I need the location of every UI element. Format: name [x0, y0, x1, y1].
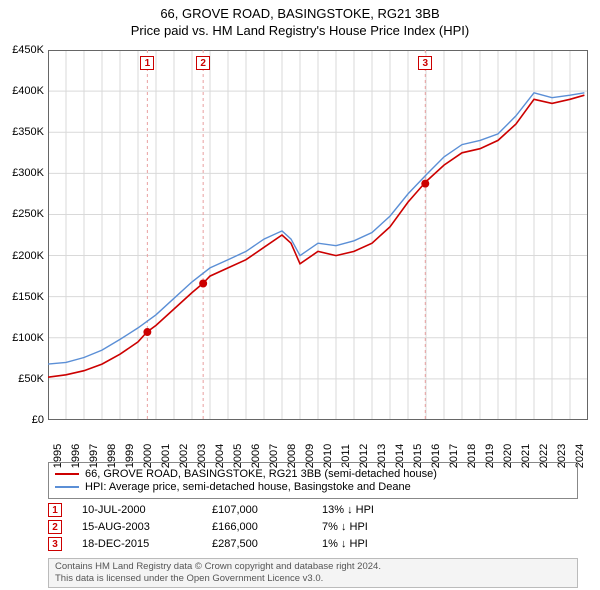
y-tick-label: £350K — [12, 126, 44, 138]
chart-area — [48, 50, 588, 420]
event-row: 3 18-DEC-2015£287,5001% ↓ HPI — [48, 537, 578, 551]
event-price: £287,500 — [212, 538, 322, 550]
title-block: 66, GROVE ROAD, BASINGSTOKE, RG21 3BB Pr… — [0, 0, 600, 38]
footer-attribution: Contains HM Land Registry data © Crown c… — [48, 558, 578, 588]
event-row-marker: 2 — [48, 520, 62, 534]
event-marker-flag: 3 — [418, 56, 432, 70]
y-tick-label: £100K — [12, 332, 44, 344]
legend-label: 66, GROVE ROAD, BASINGSTOKE, RG21 3BB (s… — [85, 468, 437, 480]
event-date: 15-AUG-2003 — [82, 521, 212, 533]
y-tick-label: £300K — [12, 167, 44, 179]
event-marker-flag: 1 — [140, 56, 154, 70]
title-subtitle: Price paid vs. HM Land Registry's House … — [0, 23, 600, 38]
y-tick-label: £200K — [12, 250, 44, 262]
event-row: 1 10-JUL-2000£107,00013% ↓ HPI — [48, 503, 578, 517]
event-marker-flag: 2 — [196, 56, 210, 70]
legend-swatch — [55, 486, 79, 488]
y-axis-labels: £0£50K£100K£150K£200K£250K£300K£350K£400… — [0, 50, 46, 420]
legend-swatch — [55, 473, 79, 475]
y-tick-label: £250K — [12, 208, 44, 220]
event-diff: 7% ↓ HPI — [322, 521, 442, 533]
event-price: £107,000 — [212, 504, 322, 516]
x-axis-labels: 1995199619971998199920002001200220032004… — [48, 422, 588, 462]
footer-line1: Contains HM Land Registry data © Crown c… — [55, 561, 571, 573]
title-address: 66, GROVE ROAD, BASINGSTOKE, RG21 3BB — [0, 6, 600, 21]
y-tick-label: £400K — [12, 85, 44, 97]
event-row: 2 15-AUG-2003£166,0007% ↓ HPI — [48, 520, 578, 534]
y-tick-label: £150K — [12, 291, 44, 303]
legend-label: HPI: Average price, semi-detached house,… — [85, 481, 411, 493]
event-date: 10-JUL-2000 — [82, 504, 212, 516]
legend-box: 66, GROVE ROAD, BASINGSTOKE, RG21 3BB (s… — [48, 462, 578, 499]
y-tick-label: £450K — [12, 44, 44, 56]
event-row-marker: 1 — [48, 503, 62, 517]
event-diff: 1% ↓ HPI — [322, 538, 442, 550]
event-date: 18-DEC-2015 — [82, 538, 212, 550]
page-container: 66, GROVE ROAD, BASINGSTOKE, RG21 3BB Pr… — [0, 0, 600, 590]
footer-line2: This data is licensed under the Open Gov… — [55, 573, 571, 585]
event-diff: 13% ↓ HPI — [322, 504, 442, 516]
chart-svg — [48, 50, 588, 420]
y-tick-label: £50K — [18, 373, 44, 385]
legend-item: HPI: Average price, semi-detached house,… — [55, 481, 571, 493]
events-table: 1 10-JUL-2000£107,00013% ↓ HPI 2 15-AUG-200… — [48, 500, 578, 554]
y-tick-label: £0 — [32, 414, 44, 426]
event-row-marker: 3 — [48, 537, 62, 551]
event-price: £166,000 — [212, 521, 322, 533]
legend-item: 66, GROVE ROAD, BASINGSTOKE, RG21 3BB (s… — [55, 468, 571, 480]
